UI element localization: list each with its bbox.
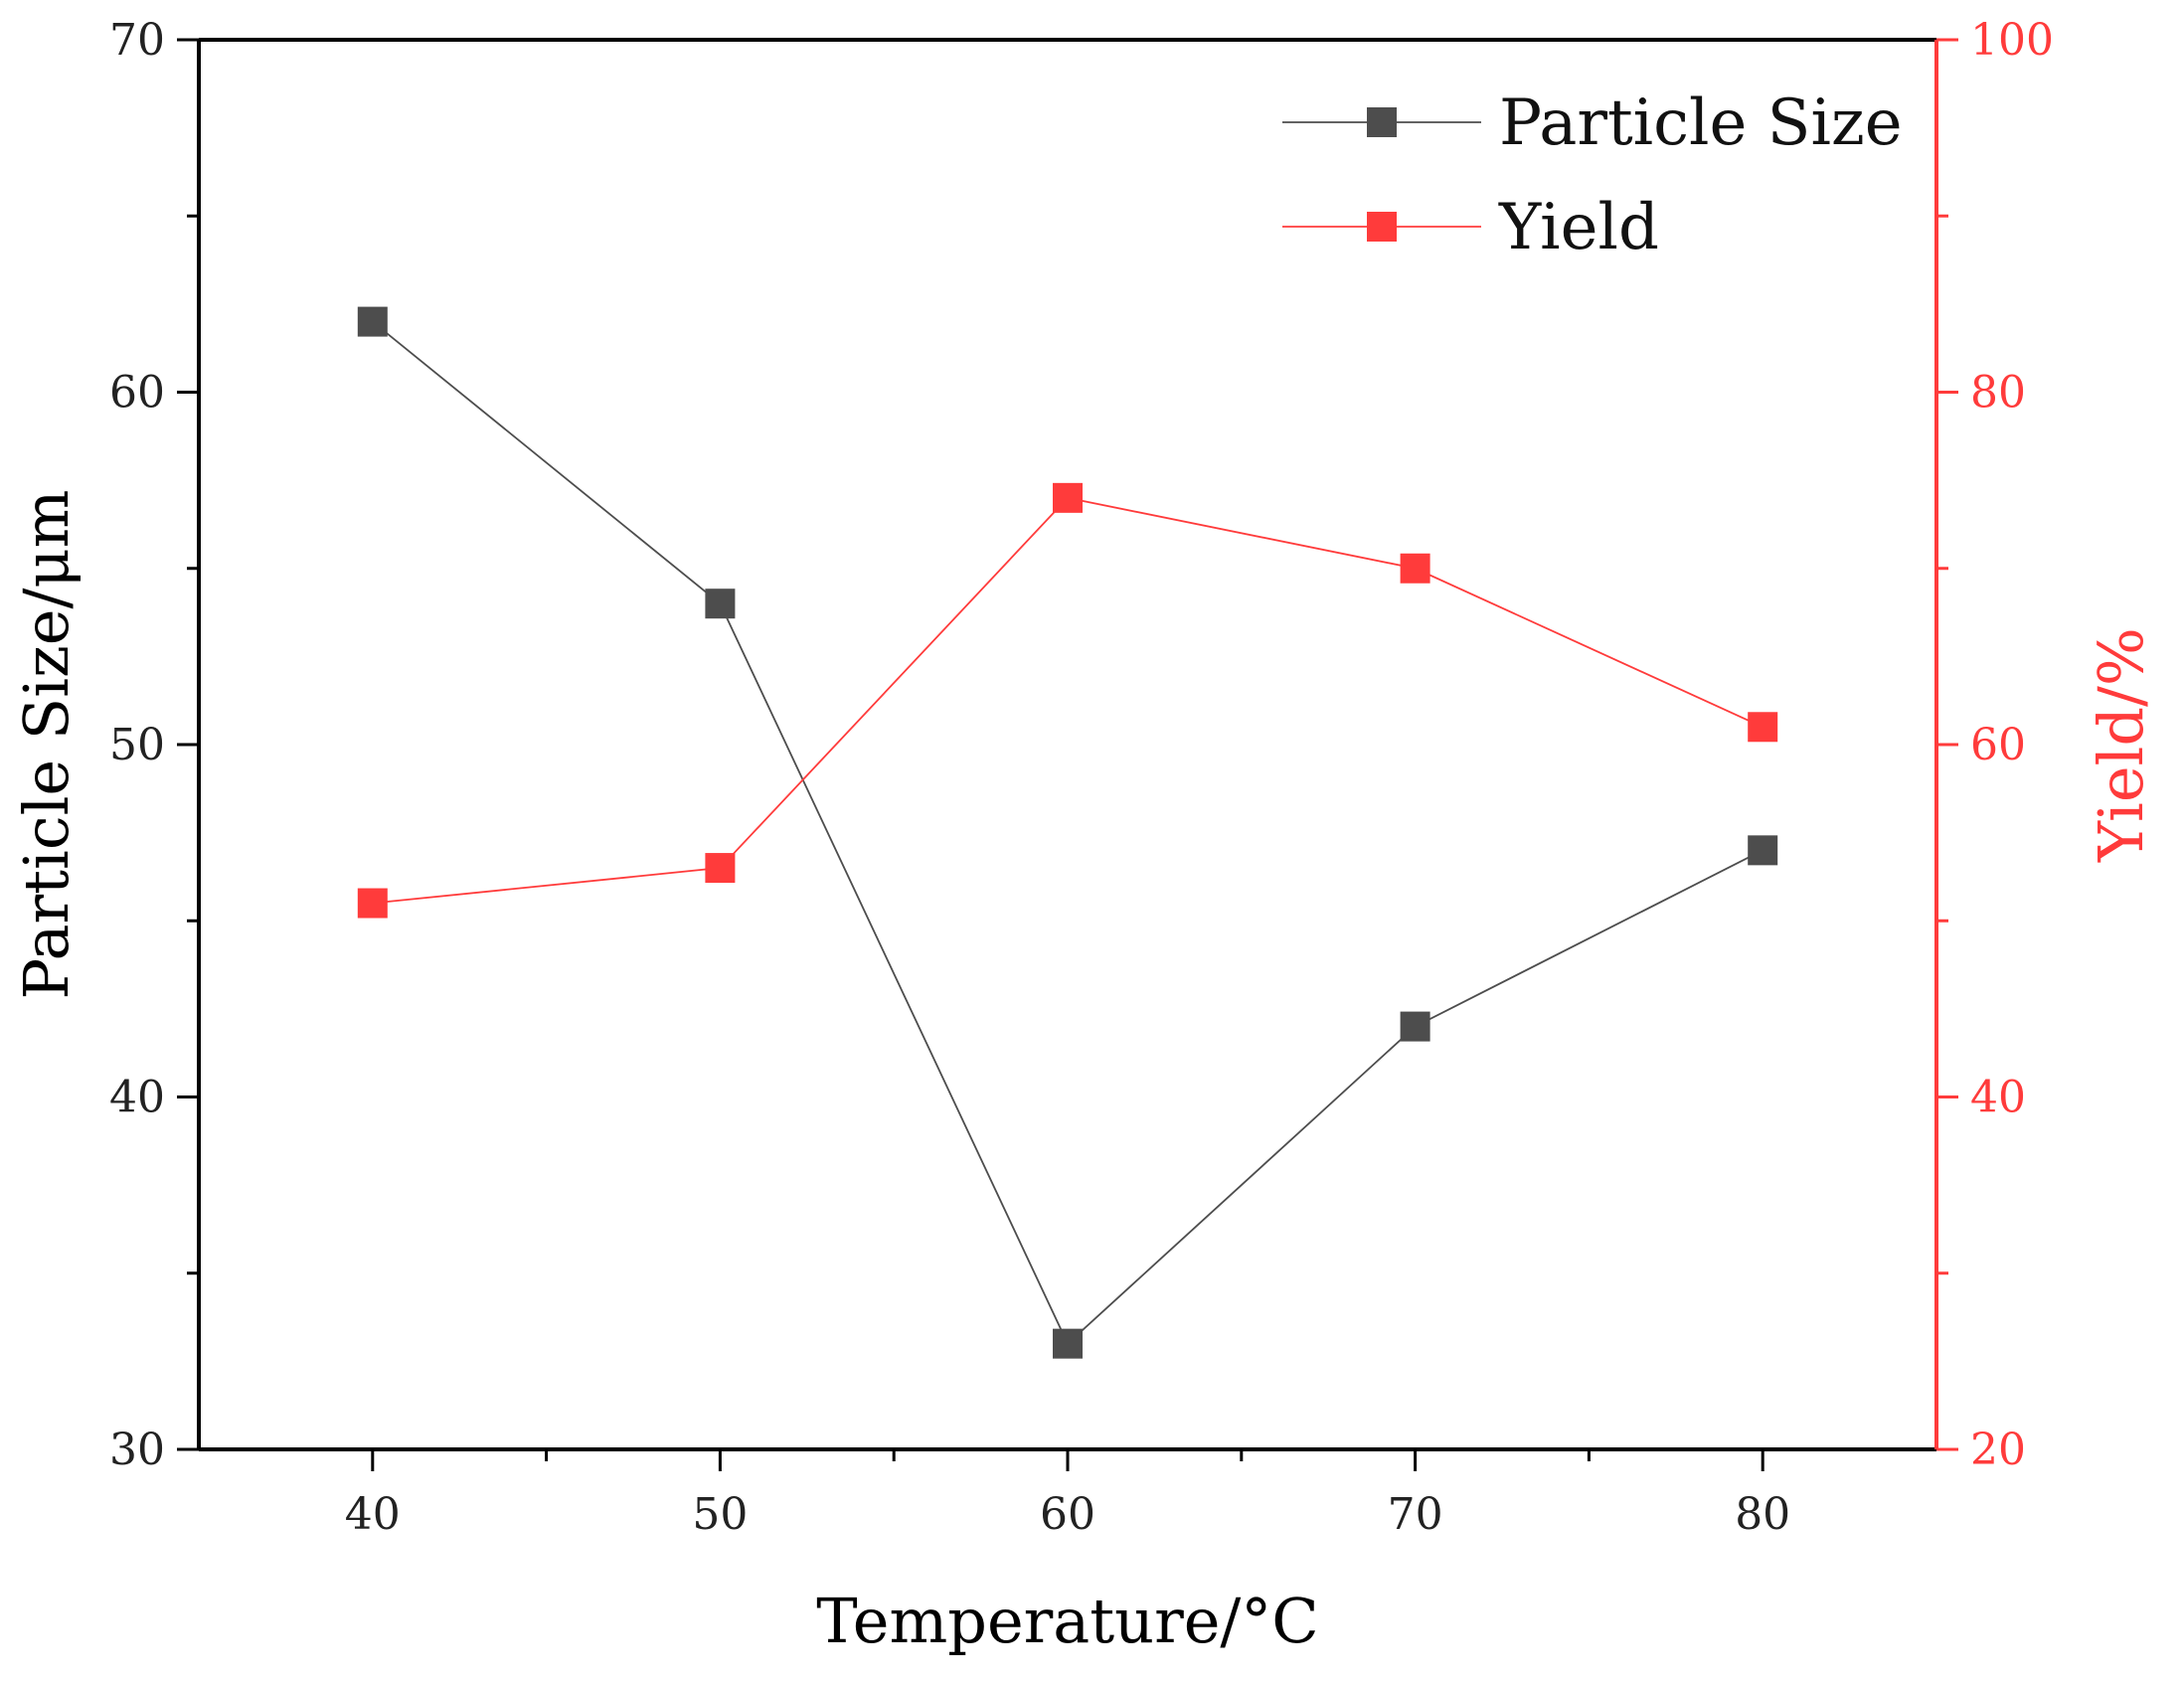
particle-size-point [357,306,388,337]
y-tick-label: 40 [109,1073,165,1123]
legend: Particle Size Yield [1282,86,1903,264]
y-tick-label: 70 [109,15,165,66]
x-tick-label: 40 [345,1489,401,1540]
y2-tick-label: 100 [1970,15,2054,66]
x-tick-label: 80 [1735,1489,1790,1540]
x-tick-label: 50 [692,1489,748,1540]
particle-size-point [705,589,736,619]
legend-yield-label: Yield [1498,191,1659,264]
yield-point [357,888,388,919]
legend-particle-size-marker [1367,107,1397,137]
x-tick-label: 70 [1388,1489,1443,1540]
y2-tick-label: 60 [1970,720,2026,770]
y-tick-label: 30 [109,1425,165,1475]
particle-size-line [372,320,1764,1346]
yield-point [1748,712,1778,743]
particle-size-point [1748,835,1778,866]
y-tick-label: 60 [109,368,165,419]
y2-tick-label: 80 [1970,368,2026,419]
x-axis-title: Temperature/°C [816,1585,1319,1657]
yield-line [372,496,1764,905]
y-tick-label: 50 [109,720,165,770]
axes: 40 50 60 70 80 30 40 50 60 70 20 40 60 80 100 [109,15,2054,1540]
yield-point [1053,482,1083,513]
particle-size-point [1053,1328,1083,1359]
series-layer [357,306,1778,1359]
yield-point [1400,553,1430,584]
yield-point [705,853,736,884]
legend-particle-size-label: Particle Size [1499,86,1903,160]
x-tick-label: 60 [1040,1489,1095,1540]
legend-yield-marker [1367,212,1397,242]
y2-axis-title: Yield/% [2085,627,2157,863]
y2-tick-label: 20 [1970,1425,2026,1475]
y-axis-title: Particle Size/μm [10,490,83,1000]
y2-tick-label: 40 [1970,1073,2026,1123]
particle-size-point [1400,1011,1430,1042]
